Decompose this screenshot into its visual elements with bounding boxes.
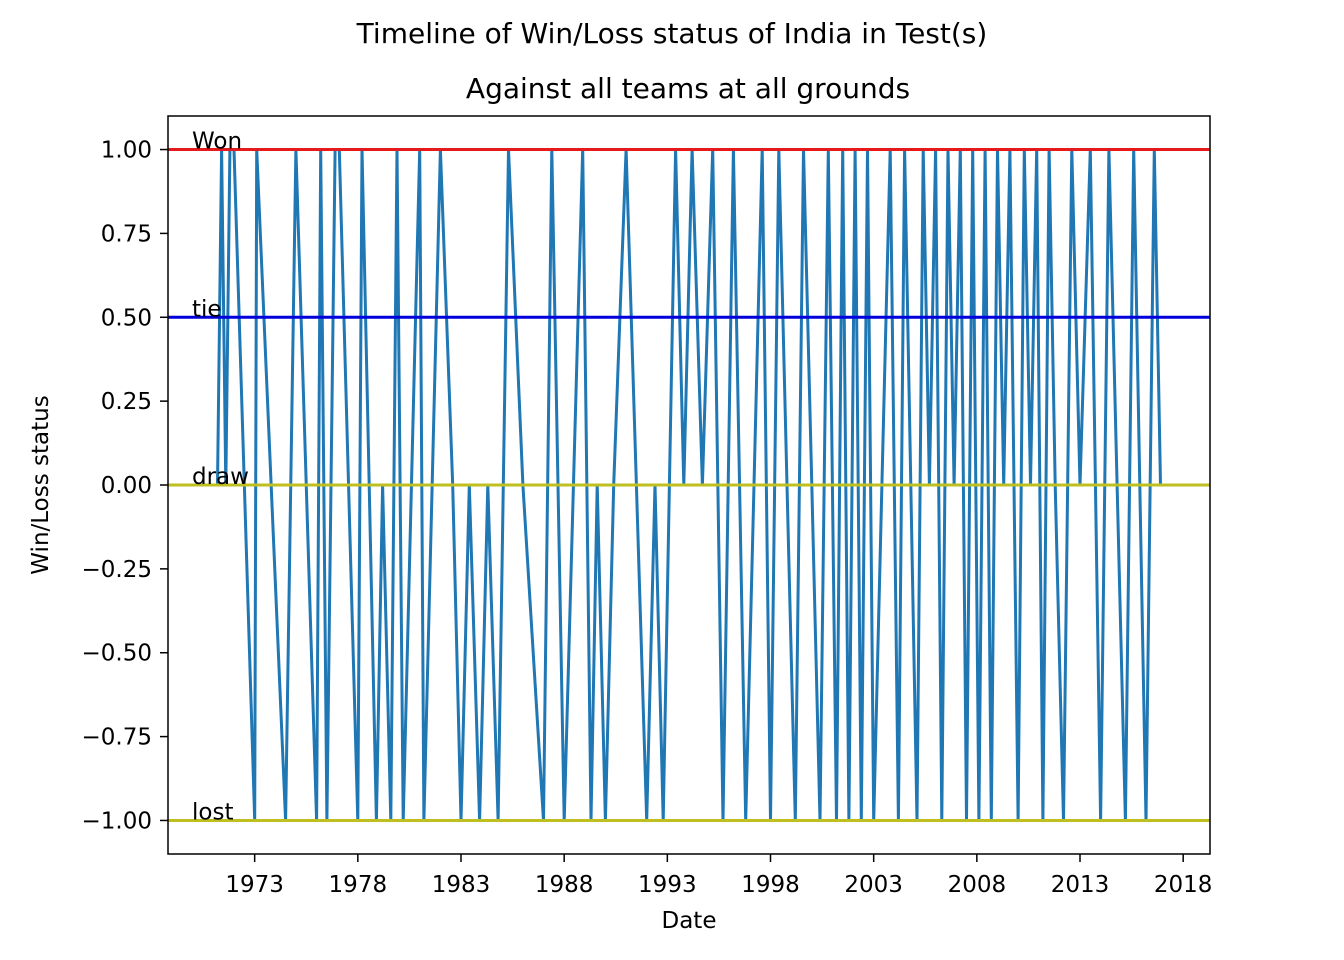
y-tick-label: −0.75: [82, 725, 152, 751]
reference-label-draw: draw: [192, 464, 249, 490]
y-tick-label: 1.00: [101, 138, 152, 164]
y-axis-label: Win/Loss status: [28, 395, 54, 574]
chart-subtitle: Against all teams at all grounds: [466, 72, 910, 105]
reference-label-tie: tie: [192, 296, 222, 322]
y-tick-label: 0.25: [101, 389, 152, 415]
y-tick-label: 0.50: [101, 305, 152, 331]
chart-title: Timeline of Win/Loss status of India in …: [356, 17, 988, 50]
x-axis-label: Date: [662, 908, 717, 934]
reference-label-lost: lost: [192, 799, 233, 825]
x-axis: 1973 1978 1983 1988 1993 1998 2003 2008 2013 2018: [225, 854, 1212, 898]
x-tick-label: 1978: [329, 872, 388, 898]
y-axis: 1.00 0.75 0.50 0.25 0.00 −0.25 −0.50 −0.75 −1.00: [82, 138, 168, 834]
x-tick-label: 1998: [741, 872, 800, 898]
y-tick-label: −1.00: [82, 808, 152, 834]
x-tick-label: 1983: [432, 872, 491, 898]
x-tick-label: 2013: [1051, 872, 1110, 898]
x-tick-label: 1973: [225, 872, 284, 898]
y-tick-label: −0.50: [82, 641, 152, 667]
x-tick-label: 1988: [535, 872, 594, 898]
x-tick-label: 1993: [638, 872, 697, 898]
reference-label-won: Won: [192, 129, 242, 155]
y-tick-label: −0.25: [82, 557, 152, 583]
y-tick-label: 0.75: [101, 221, 152, 247]
x-tick-label: 2008: [948, 872, 1007, 898]
y-tick-label: 0.00: [101, 473, 152, 499]
x-tick-label: 2018: [1154, 872, 1213, 898]
x-tick-label: 2003: [844, 872, 903, 898]
plot-area: Won tie draw lost: [168, 129, 1210, 825]
